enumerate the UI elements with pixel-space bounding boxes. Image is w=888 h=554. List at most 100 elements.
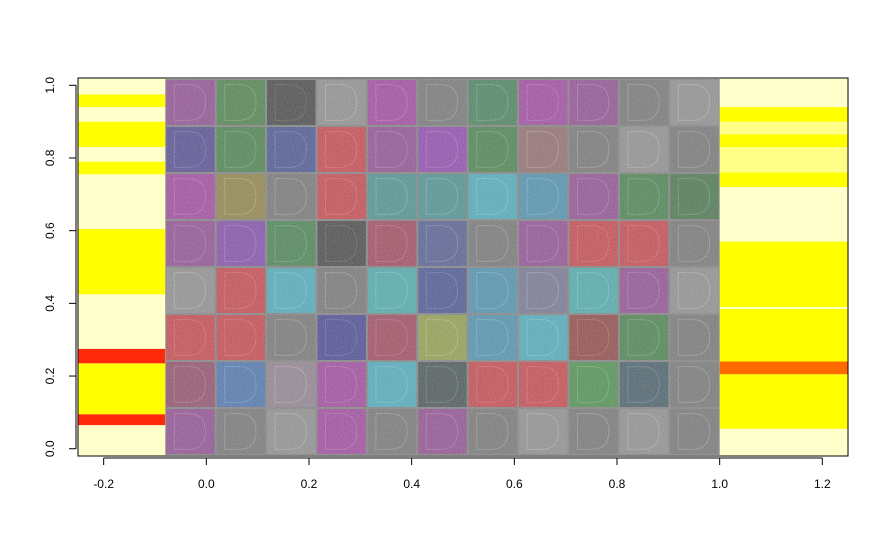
mosaic-glyph [476, 178, 509, 215]
mosaic-glyph [577, 178, 610, 215]
plot-frame [77, 77, 849, 457]
mosaic-glyph [173, 131, 207, 168]
mosaic-glyph [425, 131, 459, 168]
left-strip-band [78, 174, 166, 229]
mosaic-glyph [577, 84, 610, 121]
mosaic-glyph [526, 413, 559, 450]
left-strip-band [78, 94, 166, 108]
mosaic-glyph [173, 272, 207, 309]
left-strip-band [78, 294, 166, 349]
y-tick-label: 0.4 [43, 295, 57, 312]
image-tile-mosaic [165, 79, 720, 455]
x-tick-label: 0.2 [301, 477, 318, 491]
mosaic-glyph [325, 225, 358, 262]
mosaic-glyph [577, 131, 610, 168]
mosaic-glyph [173, 366, 207, 403]
mosaic-glyph [577, 366, 610, 403]
mosaic-glyph [375, 272, 408, 309]
mosaic-glyph [526, 131, 559, 168]
mosaic-glyph [677, 131, 711, 168]
right-strip-band [719, 361, 848, 375]
mosaic-glyph [425, 178, 459, 215]
mosaic-glyph [425, 272, 459, 309]
mosaic-glyph [677, 272, 711, 309]
mosaic-glyph [224, 225, 257, 262]
mosaic-glyph [526, 272, 559, 309]
mosaic-glyph [224, 131, 257, 168]
left-strip-band [78, 147, 166, 162]
left-color-strip [78, 78, 166, 456]
mosaic-glyph [224, 319, 257, 356]
mosaic-glyph [325, 366, 358, 403]
mosaic-glyph [677, 178, 711, 215]
right-strip-band [719, 241, 848, 307]
mosaic-glyph [375, 413, 408, 450]
mosaic-glyph [173, 84, 207, 121]
mosaic-glyph [425, 225, 459, 262]
mosaic-glyph [325, 319, 358, 356]
mosaic-glyph [224, 366, 257, 403]
right-strip-band [719, 134, 848, 148]
mosaic-glyph [677, 366, 711, 403]
mosaic-glyph [526, 225, 559, 262]
right-strip-band [719, 107, 848, 122]
mosaic-glyph [677, 225, 711, 262]
right-strip-band [719, 306, 848, 309]
mosaic-glyph [526, 178, 559, 215]
mosaic-glyph [526, 319, 559, 356]
x-tick-label: 0.0 [198, 477, 215, 491]
x-tick-label: 0.8 [609, 477, 626, 491]
x-tick-label: -0.2 [93, 477, 114, 491]
y-tick-label: 0.2 [43, 367, 57, 384]
mosaic-glyph [224, 272, 257, 309]
right-strip-band [719, 428, 848, 456]
mosaic-glyph [627, 225, 660, 262]
mosaic-glyph [274, 131, 307, 168]
left-strip-band [78, 363, 166, 415]
mosaic-glyph [476, 84, 509, 121]
mosaic-glyph [577, 225, 610, 262]
mosaic-glyph [425, 84, 459, 121]
mosaic-glyph [425, 319, 459, 356]
y-axis: 0.0 0.2 0.4 0.6 0.8 1.0 [43, 77, 77, 457]
y-tick-label: 0.6 [43, 222, 57, 239]
mosaic-glyph [173, 225, 207, 262]
mosaic-glyph [577, 319, 610, 356]
mosaic-glyph [476, 319, 509, 356]
mosaic-glyph [476, 131, 509, 168]
mosaic-glyph [476, 272, 509, 309]
mosaic-glyph [627, 84, 660, 121]
left-strip-band [78, 414, 166, 426]
left-strip-band [78, 78, 166, 95]
y-tick-label: 0.0 [43, 440, 57, 457]
mosaic-glyph [526, 366, 559, 403]
mosaic-glyph [375, 225, 408, 262]
mosaic-glyph [375, 319, 408, 356]
mosaic-glyph [627, 413, 660, 450]
right-strip-band [719, 78, 848, 108]
right-color-strip [719, 78, 848, 456]
left-strip-band [78, 161, 166, 175]
mosaic-glyph [375, 366, 408, 403]
mosaic-glyph [274, 84, 307, 121]
mosaic-glyph [325, 84, 358, 121]
mosaic-glyph [173, 178, 207, 215]
y-tick-label: 0.8 [43, 149, 57, 166]
x-tick-label: 0.6 [506, 477, 523, 491]
left-strip-band [78, 348, 166, 364]
mosaic-glyph [224, 413, 257, 450]
right-strip-band [719, 121, 848, 135]
mosaic-glyph [577, 413, 610, 450]
mosaic-glyph [577, 272, 610, 309]
mosaic-glyph [627, 366, 660, 403]
mosaic-glyph [526, 84, 559, 121]
left-strip-band [78, 425, 166, 456]
x-axis: -0.2 0.0 0.2 0.4 0.6 0.8 1.0 1.2 [93, 457, 831, 491]
y-tick-label: 1.0 [43, 77, 57, 94]
right-strip-band [719, 308, 848, 362]
mosaic-glyph [677, 319, 711, 356]
mosaic-glyph [677, 84, 711, 121]
right-strip-band [719, 187, 848, 242]
mosaic-glyph [476, 225, 509, 262]
